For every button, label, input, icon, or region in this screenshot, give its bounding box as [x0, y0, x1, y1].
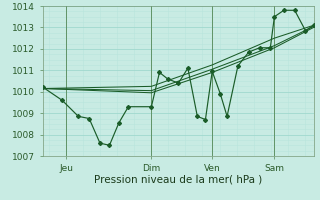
X-axis label: Pression niveau de la mer( hPa ): Pression niveau de la mer( hPa ) [94, 175, 262, 185]
